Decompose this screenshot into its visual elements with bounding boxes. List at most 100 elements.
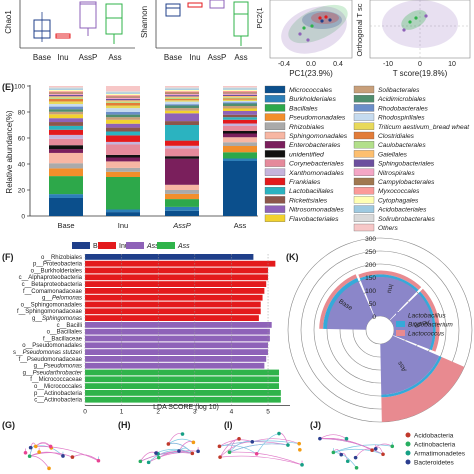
polar-bar-segment	[327, 281, 375, 330]
legend-swatch	[264, 205, 286, 213]
network-node	[381, 452, 385, 457]
stack-segment	[223, 89, 257, 91]
pca-ylabel: PC2(1	[255, 7, 264, 28]
network-node	[180, 432, 185, 436]
lda-legend-swatch	[72, 242, 90, 249]
network-edge	[72, 454, 99, 461]
legend-label: Pseudomonadales	[289, 115, 346, 122]
stack-segment	[49, 114, 83, 119]
network-node	[47, 466, 51, 471]
polar-bar-segment	[319, 274, 358, 329]
shannon-xtick-assp: AssP	[208, 53, 227, 62]
chao1-xtick-assp: AssP	[79, 53, 98, 62]
stack-segment	[223, 103, 257, 106]
legend-swatch	[353, 223, 375, 232]
shannon-box-ass	[233, 1, 249, 46]
lda-category-label: o__Micrococcales	[34, 384, 82, 390]
network-edge	[229, 451, 303, 466]
polar-tick-label: 100	[365, 288, 376, 295]
network-node	[156, 455, 161, 460]
legend-label: Cytophagales	[378, 197, 419, 204]
lda-xtick-label: 1	[120, 409, 124, 416]
legend-label: Sphingobacteriales	[378, 161, 435, 168]
shannon-box-base	[165, 3, 181, 17]
panel-f-bars: o__Rhizobialesp__Proteobacteriao__Burkho…	[13, 254, 281, 404]
stack-segment	[106, 123, 140, 128]
network-node	[218, 455, 222, 459]
stack-segment	[49, 145, 83, 150]
legend-swatch	[353, 131, 375, 140]
network-edge	[155, 448, 193, 454]
stack-segment	[165, 113, 199, 122]
network-edge	[140, 450, 199, 462]
stack-segment	[49, 125, 83, 130]
polar-ring	[313, 263, 447, 397]
stack-segment	[106, 177, 140, 210]
network-legend-dot	[405, 441, 411, 447]
stack-segment	[223, 137, 257, 143]
polar-bar-segment	[323, 277, 359, 329]
stack-segment	[165, 156, 199, 159]
stack-segment	[49, 101, 83, 105]
stack-segment	[49, 87, 83, 89]
network-node	[250, 440, 255, 444]
network-node	[37, 450, 41, 454]
legend-swatch	[353, 205, 375, 213]
legend-swatch	[353, 141, 375, 149]
lda-bar	[85, 349, 269, 355]
lda-bar	[85, 396, 281, 403]
lda-bar	[85, 362, 265, 369]
panel-f-xlabel: LDA SCORE (log 10)	[153, 404, 219, 411]
stack-segment	[106, 108, 140, 112]
network-edge	[229, 443, 289, 453]
panel-e-bars	[49, 86, 257, 216]
polar-bar-segment	[360, 276, 417, 320]
network-node	[33, 444, 38, 449]
network-node	[190, 451, 195, 456]
lda-category-label: s__Pseudomonas stutzeri	[13, 350, 83, 356]
polar-bar-segment	[380, 335, 440, 395]
stack-segment	[49, 104, 83, 107]
panel-e-ytick-label: 60	[18, 136, 26, 143]
network-node	[28, 445, 33, 450]
stack-segment	[165, 96, 199, 98]
lda-bar	[85, 335, 270, 342]
panel-e-label: (E)	[2, 82, 14, 92]
lda-bar	[85, 267, 269, 274]
network-edge	[229, 441, 253, 453]
network-edge	[252, 438, 300, 445]
stack-segment	[106, 154, 140, 158]
network-node	[344, 436, 349, 441]
opls-xtick-0: -10	[383, 61, 393, 68]
lda-category-label: c__Betaproteobacteria	[22, 282, 83, 288]
stack-segment	[165, 148, 199, 157]
lda-category-label: p__Actinobacteria	[34, 391, 83, 397]
stack-segment	[165, 95, 199, 97]
legend-label: Rhodobacterales	[378, 105, 429, 112]
stack-segment	[165, 104, 199, 106]
network-legend-label: Acidobacteria	[414, 433, 454, 440]
lda-category-label: o__Rhizobiales	[41, 255, 82, 261]
stack-segment	[49, 93, 83, 96]
lda-legend-swatch	[126, 242, 144, 249]
polar-tick-label: 150	[365, 275, 376, 282]
stack-segment	[223, 114, 257, 118]
stack-segment	[223, 133, 257, 138]
stack-segment	[165, 97, 199, 99]
panel-i-label: (I)	[224, 420, 233, 430]
legend-label: Others	[378, 225, 398, 232]
stack-segment	[223, 98, 257, 100]
legend-swatch	[353, 159, 375, 167]
stack-segment	[49, 96, 83, 98]
stack-segment	[49, 95, 83, 97]
stack-segment	[106, 167, 140, 172]
legend-swatch	[264, 113, 286, 121]
legend-label: Nitrospirales	[378, 170, 415, 177]
legend-label: Micrococcales	[289, 87, 333, 94]
network-edge	[29, 452, 73, 458]
stack-segment	[223, 97, 257, 99]
pca-xlabel: PC1(23.9%)	[289, 69, 333, 78]
stack-segment	[49, 152, 83, 164]
network-legend-dot	[405, 450, 411, 456]
lda-category-label: c__Alphaproteobacteria	[19, 275, 83, 281]
